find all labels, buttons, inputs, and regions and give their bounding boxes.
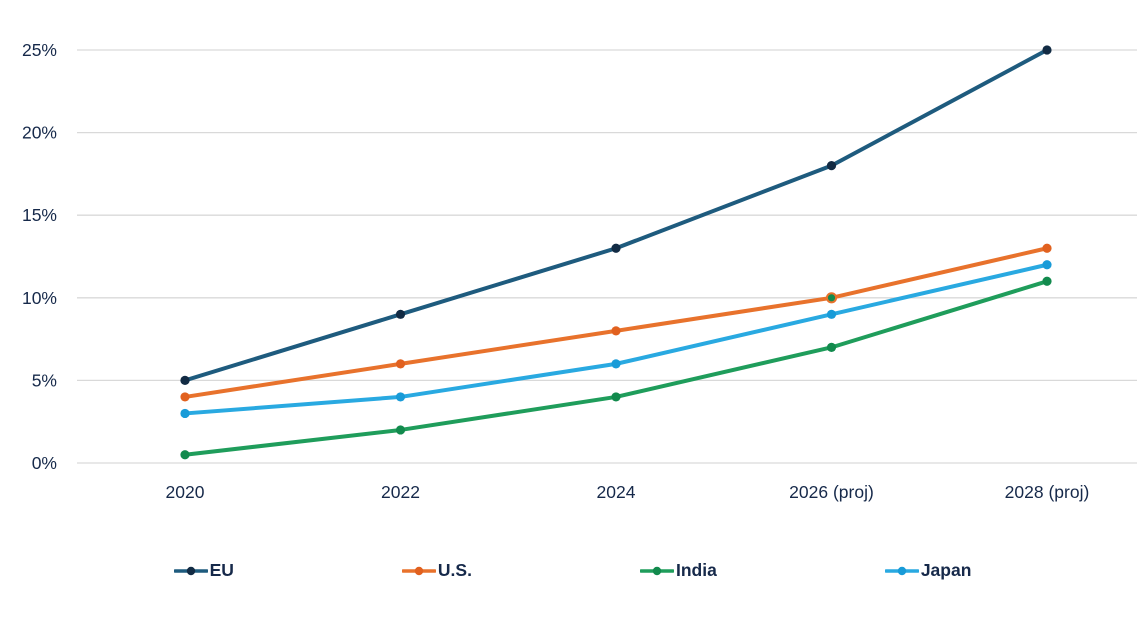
legend-label-japan: Japan [920,560,972,580]
data-point-india-2020 [180,450,190,460]
legend-item-eu: EU [173,560,234,580]
legend-marker-japan [897,566,907,575]
data-point-japan-2026 [826,309,837,319]
data-point-japan-2024 [611,359,621,369]
data-point-us-2026 [825,292,838,304]
data-point-eu-2024 [611,243,621,253]
data-point-eu-2028 [1042,45,1052,55]
legend-marker-india [652,566,662,575]
data-point-us-2020 [180,392,190,402]
x-axis-tick-label: 2022 [381,482,420,502]
y-axis-tick-label: 0% [32,453,57,473]
data-point-us-2028 [1042,243,1052,253]
data-point-eu-2022 [395,309,406,319]
data-point-india-2026 [826,342,837,352]
legend-label-us: U.S. [437,560,472,580]
y-axis-tick-label: 5% [32,370,57,390]
data-point-india-2022 [395,425,406,435]
legend-swatch-eu [173,566,208,575]
legend-marker-us [414,566,424,575]
data-point-japan-2020 [180,408,190,419]
chart-canvas: 0% 5% 10% 15% 20% 25% 2020 2022 2024 2026 (proj) 2… [22,40,1137,502]
data-point-india-2024 [611,392,621,402]
data-point-us-2022 [395,359,406,369]
legend-swatch-india [639,566,674,575]
legend-swatch-japan [884,566,919,575]
y-axis-tick-label: 15% [22,205,57,225]
x-axis-tick-label: 2026 (proj) [789,482,874,502]
data-point-japan-2022 [395,392,406,402]
x-axis-tick-label: 2020 [166,482,205,502]
data-point-japan-2028 [1042,260,1052,270]
chart-legend: EU U.S. India Japan [0,560,1145,580]
x-axis-tick-label: 2028 (proj) [1005,482,1090,502]
data-point-eu-2026 [826,161,837,171]
y-axis-tick-label: 25% [22,40,57,60]
data-point-eu-2020 [180,375,190,385]
legend-marker-eu [186,566,195,575]
legend-item-japan: Japan [884,560,972,580]
legend-label-india: India [675,560,717,580]
y-axis-tick-label: 20% [22,123,57,143]
y-axis-tick-label: 10% [22,288,57,308]
legend-item-us: U.S. [401,560,472,580]
data-point-india-2028 [1042,276,1052,286]
legend-swatch-us [401,566,436,575]
data-point-us-2024 [611,326,621,336]
x-axis-tick-label: 2024 [597,482,636,502]
legend-item-india: India [639,560,717,580]
legend-label-eu: EU [209,560,234,580]
